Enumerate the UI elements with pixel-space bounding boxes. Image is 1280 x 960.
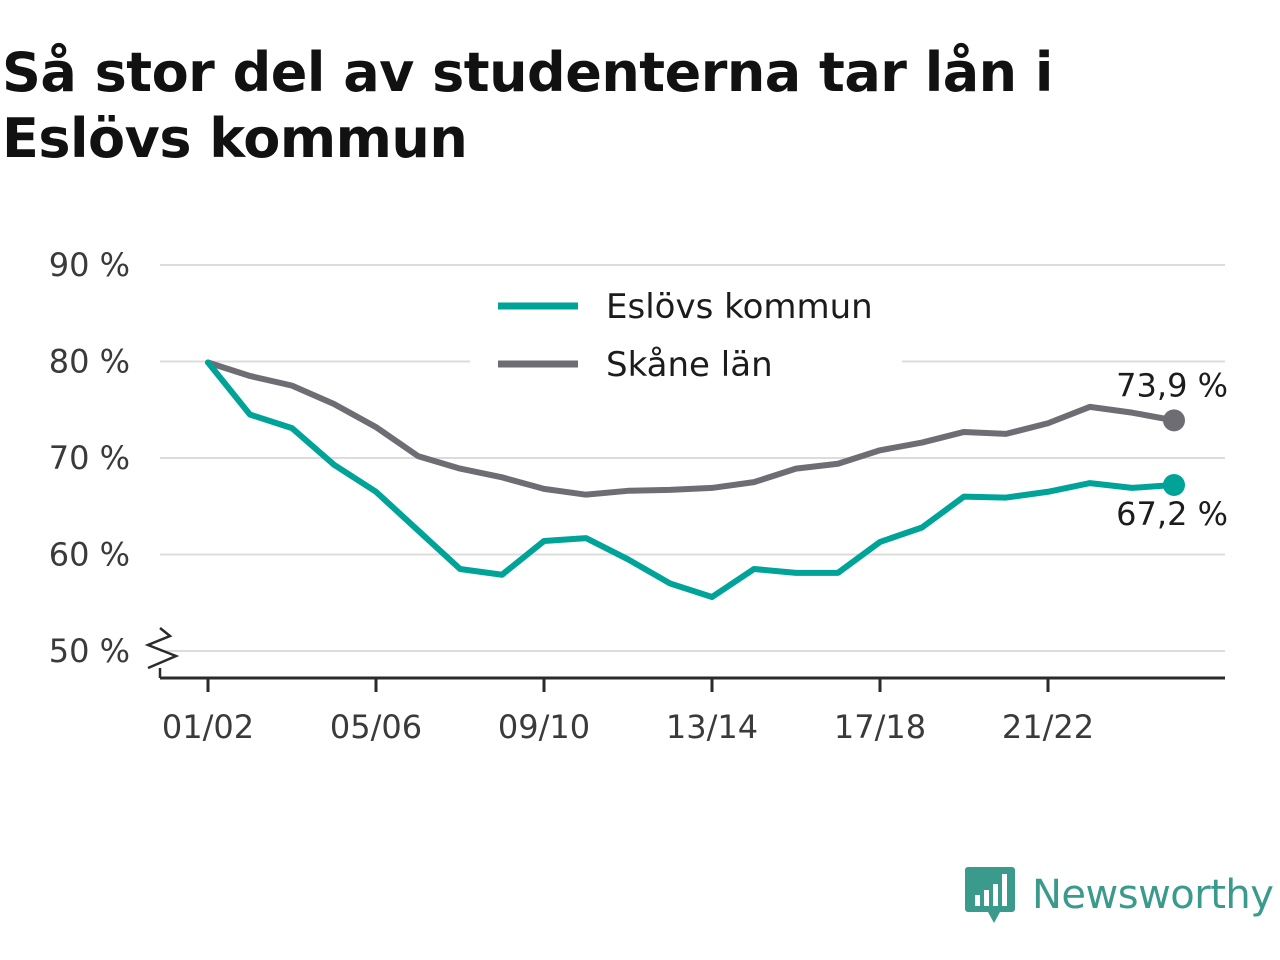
brand-name: Newsworthy bbox=[1032, 872, 1274, 918]
end-value-label: 73,9 % bbox=[1116, 366, 1228, 404]
newsworthy-logo-icon bbox=[965, 867, 1015, 923]
legend-label: Eslövs kommun bbox=[606, 287, 873, 327]
x-axis bbox=[144, 627, 1225, 680]
series-end-point bbox=[1163, 474, 1185, 497]
legend-label: Skåne län bbox=[606, 345, 773, 385]
end-value-label: 67,2 % bbox=[1116, 495, 1228, 533]
series-line bbox=[205, 359, 1177, 600]
x-tick-label: 01/02 bbox=[162, 708, 254, 746]
y-tick-label: 50 % bbox=[49, 632, 130, 670]
series-lines bbox=[205, 359, 1185, 600]
x-tick-label: 21/22 bbox=[1002, 708, 1094, 746]
y-tick-label: 80 % bbox=[49, 343, 130, 381]
legend: Eslövs kommun Skåne län bbox=[470, 280, 902, 395]
x-tick-label: 09/10 bbox=[498, 708, 590, 746]
legend-background bbox=[470, 280, 902, 395]
y-tick-label: 60 % bbox=[49, 536, 130, 574]
series-line bbox=[205, 359, 1177, 498]
line-chart: 50 % 60 % 70 % 80 % 90 % 01/02 05/06 09/10 13/1… bbox=[49, 246, 1228, 746]
y-tick-label: 70 % bbox=[49, 439, 130, 477]
y-tick-label: 90 % bbox=[49, 246, 130, 284]
brand-logo: Newsworthy bbox=[964, 864, 1274, 926]
series-end-point bbox=[1163, 409, 1185, 432]
end-labels: 67,2 % 73,9 % bbox=[1116, 366, 1228, 533]
axis-break-marker bbox=[144, 627, 180, 670]
x-tick-label: 13/14 bbox=[666, 708, 758, 746]
x-axis-tick-labels: 01/02 05/06 09/10 13/14 17/18 21/22 bbox=[162, 678, 1094, 746]
chart-title: Så stor del av studenterna tar lån i Esl… bbox=[2, 41, 1053, 170]
x-tick-label: 05/06 bbox=[330, 708, 422, 746]
grid-lines bbox=[160, 264, 1225, 652]
x-tick-label: 17/18 bbox=[834, 708, 926, 746]
y-axis-tick-labels: 50 % 60 % 70 % 80 % 90 % bbox=[49, 246, 130, 670]
